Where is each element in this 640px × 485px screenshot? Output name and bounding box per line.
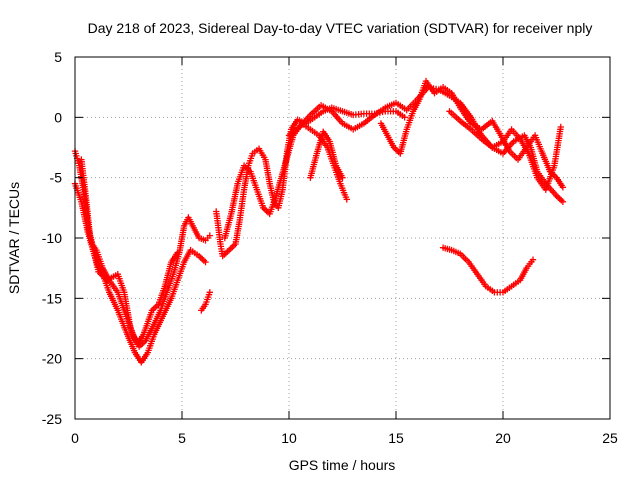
data-series bbox=[78, 156, 181, 348]
y-tick-label: -5 bbox=[50, 170, 63, 186]
data-point-markers bbox=[439, 244, 537, 296]
axis-ticks: 0 5 10 15 20 25 -25 -20 -15 -10 -5 0 5 bbox=[42, 49, 618, 446]
data-point-markers bbox=[446, 108, 564, 193]
data-series bbox=[213, 104, 408, 260]
y-tick-label: 0 bbox=[54, 109, 62, 125]
x-tick-label: 15 bbox=[388, 430, 404, 446]
y-tick-label: 5 bbox=[54, 49, 62, 65]
y-tick-label: -10 bbox=[42, 230, 62, 246]
data-point-markers bbox=[198, 289, 213, 314]
y-tick-label: -15 bbox=[42, 290, 62, 306]
data-series bbox=[198, 289, 213, 314]
x-tick-label: 20 bbox=[495, 430, 511, 446]
data-point-markers bbox=[213, 104, 408, 260]
y-tick-label: -25 bbox=[42, 411, 62, 427]
x-tick-label: 0 bbox=[71, 430, 79, 446]
data-series bbox=[307, 128, 346, 181]
x-tick-label: 25 bbox=[602, 430, 618, 446]
x-axis-label: GPS time / hours bbox=[289, 457, 396, 473]
chart-title: Day 218 of 2023, Sidereal Day-to-day VTE… bbox=[88, 20, 593, 36]
x-tick-label: 10 bbox=[281, 430, 297, 446]
data-point-markers bbox=[307, 128, 346, 181]
y-axis-label: SDTVAR / TECUs bbox=[6, 182, 22, 294]
data-series bbox=[439, 244, 537, 296]
y-tick-label: -20 bbox=[42, 351, 62, 367]
x-tick-label: 5 bbox=[178, 430, 186, 446]
data-series bbox=[446, 108, 564, 193]
data-points bbox=[71, 77, 567, 366]
data-point-markers bbox=[78, 156, 181, 348]
